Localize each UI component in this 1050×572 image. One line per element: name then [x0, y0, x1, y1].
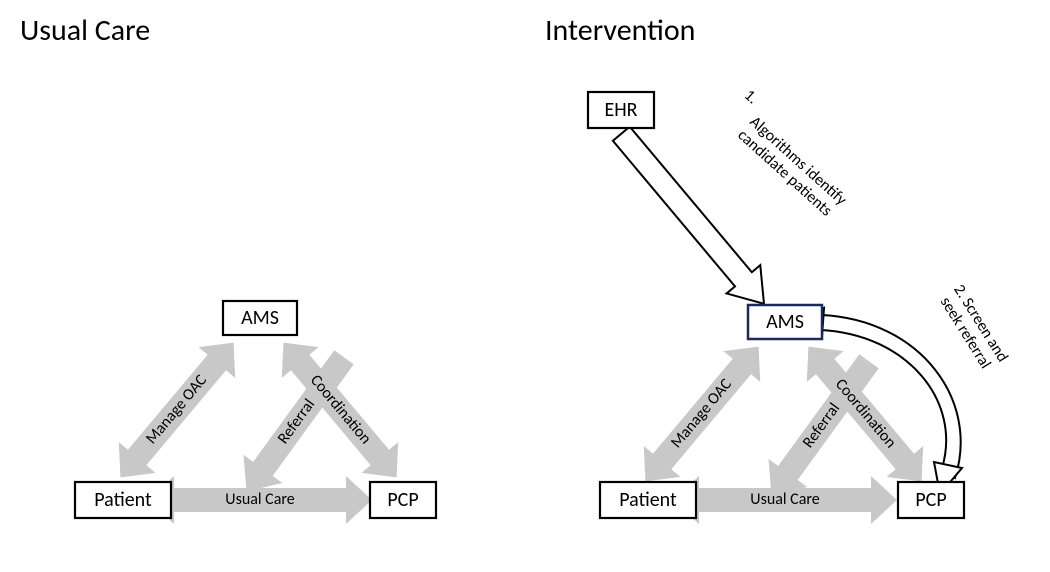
node-ehr: EHR [588, 92, 654, 128]
svg-text:AMS: AMS [766, 310, 804, 334]
title-left: Usual Care [20, 12, 150, 49]
svg-text:PCP: PCP [915, 488, 946, 512]
svg-text:EHR: EHR [604, 98, 637, 122]
svg-text:AMS: AMS [241, 306, 279, 330]
label-algorithms: 1. Algorithms identify candidate patient… [717, 86, 861, 224]
label-screen: 2. Screen and seek referral [934, 281, 1012, 375]
svg-text:PCP: PCP [387, 488, 418, 512]
arrow-screen [800, 308, 962, 494]
node-ams-right: AMS [748, 305, 822, 339]
node-pcp-right: PCP [898, 482, 964, 518]
panel-intervention: 1. Algorithms identify candidate patient… [588, 86, 1012, 524]
title-right: Intervention [545, 12, 695, 49]
node-pcp-left: PCP [370, 482, 436, 518]
label-manage-oac-r: Manage OAC [667, 375, 736, 452]
svg-text:Patient: Patient [94, 488, 152, 512]
svg-text:1.: 1. [740, 86, 762, 108]
panel-usual-care: Manage OAC Referral Coordination Usual C… [75, 301, 436, 524]
node-ams-left: AMS [223, 301, 297, 335]
label-manage-oac: Manage OAC [142, 371, 211, 448]
arrow-manage-oac: Manage OAC [102, 327, 252, 493]
svg-text:Patient: Patient [619, 488, 677, 512]
diagram: Usual Care Intervention Manage OAC Refer… [0, 0, 1050, 572]
arrow-manage-oac-r: Manage OAC [627, 331, 777, 497]
label-usual-care: Usual Care [225, 490, 294, 509]
label-usual-care-r: Usual Care [750, 490, 819, 509]
arrow-coordination: Coordination [265, 327, 415, 493]
node-patient-right: Patient [600, 482, 696, 518]
node-patient-left: Patient [75, 482, 171, 518]
